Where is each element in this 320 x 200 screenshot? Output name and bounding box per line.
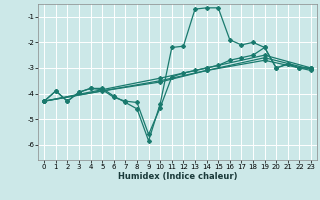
- X-axis label: Humidex (Indice chaleur): Humidex (Indice chaleur): [118, 172, 237, 181]
